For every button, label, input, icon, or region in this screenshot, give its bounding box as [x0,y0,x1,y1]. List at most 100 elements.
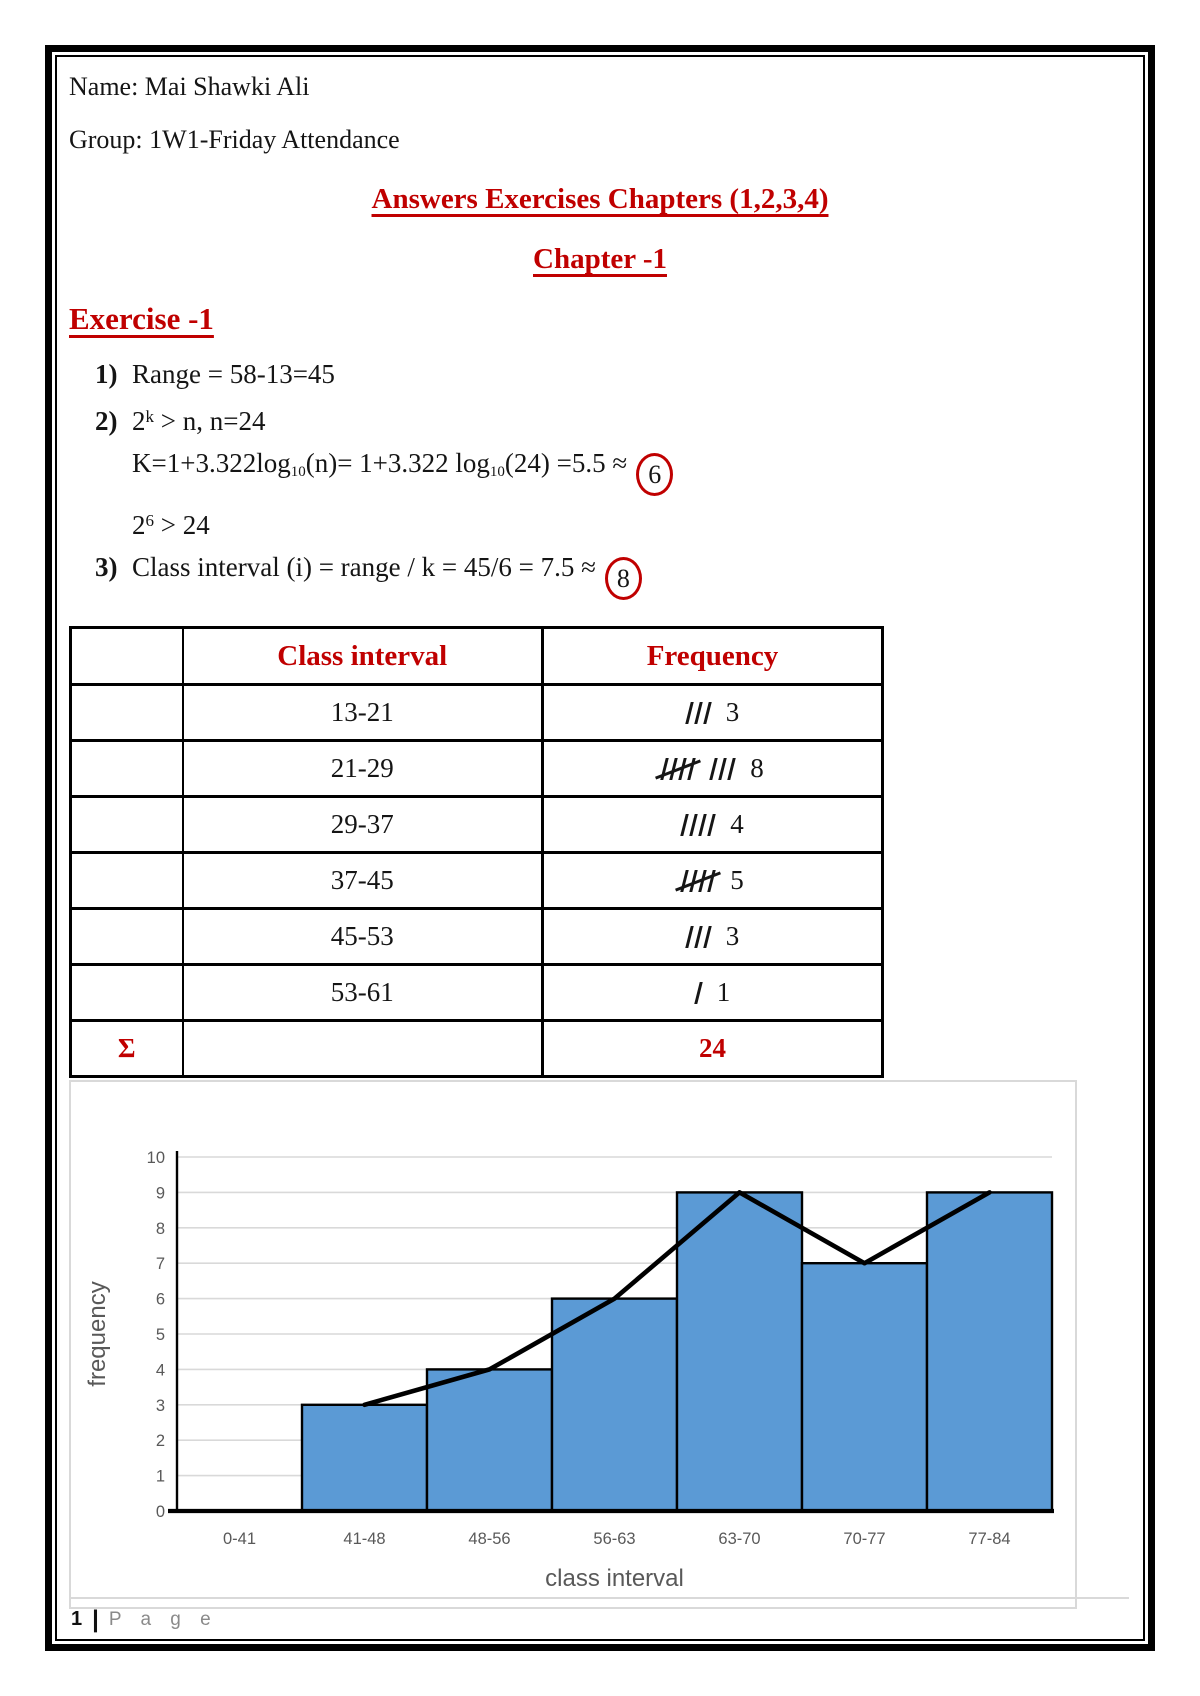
tally-stroke [689,869,698,892]
row-blank-cell [69,851,184,910]
circled-answer-interval: 8 [604,557,642,600]
tally-group [685,701,712,724]
tally-stroke [680,813,689,836]
row-blank-cell [69,963,184,1022]
chart-bar [675,1191,804,1513]
tally-marks: 3 [544,921,881,952]
table-row: 45-53 3 [69,907,884,966]
tally-stroke [694,981,703,1004]
tally-stroke [687,757,696,780]
class-interval-cell: 29-37 [181,795,544,854]
tally-stroke [707,869,716,892]
table-row: 53-61 1 [69,963,884,1022]
footer-separator: | [92,1605,99,1633]
solution-item-2-k-line: K=1+3.322log10(n)= 1+3.322 log10(24) =5.… [132,446,1131,496]
frequency-cell: 4 [541,795,884,854]
y-tick-label: 6 [156,1291,165,1309]
row-blank-cell [69,683,184,742]
tally-group-of-five [660,757,696,780]
tally-stroke [694,701,703,724]
chapter-heading: Chapter -1 [533,243,667,275]
page-content: Name: Mai Shawki Ali Group: 1W1-Friday A… [57,57,1143,1639]
y-tick-label: 8 [156,1220,165,1238]
class-interval-cell: 37-45 [181,851,544,910]
footer-divider-rule [71,1597,1129,1599]
x-axis-title: class interval [545,1565,684,1592]
item-text: 26 > 24 [132,510,210,540]
x-tick-label: 56-63 [593,1530,635,1548]
chart-bar [300,1403,429,1513]
freq-table-body: 13-21 3 21-29 8 29-37 4 37-45 5 45-53 3 53-61 1 [69,683,884,1022]
document-title: Answers Exercises Chapters (1,2,3,4) [371,183,829,215]
circled-answer-k: 6 [636,453,674,496]
tally-stroke [694,925,703,948]
page-inner-frame: Name: Mai Shawki Ali Group: 1W1-Friday A… [55,55,1145,1641]
x-tick-label: 0-41 [223,1530,256,1548]
tally-stroke [680,869,689,892]
tally-stroke [709,757,718,780]
footer-text: 1 | P a g e [71,1605,1129,1633]
table-row: 13-21 3 [69,683,884,742]
class-interval-cell: 21-29 [181,739,544,798]
chart-line [362,1190,992,1408]
table-row: 21-29 8 [69,739,884,798]
tally-stroke [707,813,716,836]
y-tick-label: 4 [156,1361,165,1379]
item-text: K=1+3.322log10(n)= 1+3.322 log10(24) =5.… [132,448,628,480]
tally-stroke [703,925,712,948]
class-interval-cell: 45-53 [181,907,544,966]
item-text: Class interval (i) = range / k = 45/6 = … [132,552,596,582]
table-header-row: Class interval Frequency [69,626,884,686]
tally-stroke [685,701,694,724]
frequency-cell: 8 [541,739,884,798]
tally-marks: 3 [544,697,881,728]
frequency-table: Class interval Frequency 13-21 3 21-29 8 29-… [69,626,884,1078]
chart-bar [925,1191,1054,1513]
x-tick-label: 70-77 [843,1530,885,1548]
tally-marks: 4 [544,809,881,840]
tally-stroke [669,757,678,780]
tally-stroke [685,925,694,948]
table-row: 37-45 5 [69,851,884,910]
tally-marks: 5 [544,865,881,896]
frequency-cell: 3 [541,683,884,742]
solution-list: 1) Range = 58-13=45 2) 2k > n, n=24 K=1+3.… [95,357,1131,600]
y-tick-label: 0 [156,1503,165,1521]
frequency-cell: 3 [541,907,884,966]
class-interval-cell: 13-21 [181,683,544,742]
tally-marks: 8 [544,753,881,784]
y-tick-label: 7 [156,1255,165,1273]
table-sum-row: Σ 24 [69,1019,884,1078]
row-blank-cell [69,907,184,966]
class-interval-cell: 53-61 [181,963,544,1022]
y-tick-label: 10 [147,1149,165,1167]
tally-stroke [689,813,698,836]
chart-bar [800,1261,929,1513]
y-axis-title: frequency [84,1281,111,1386]
footer-page-label: P a g e [108,1608,218,1630]
y-tick-label: 3 [156,1397,165,1415]
sum-total: 24 [541,1019,884,1078]
frequency-count: 1 [716,977,731,1007]
histogram-chart-panel: 0 1 2 3 4 5 6 7 8 9 10 0-41 41-48 48-56 56-63 63-70 70-7… [69,1080,1077,1609]
sum-symbol: Σ [69,1019,184,1078]
tally-stroke [660,757,669,780]
item-number: 1) [95,359,118,389]
group-line: Group: 1W1-Friday Attendance [69,125,400,154]
tally-group [709,757,736,780]
x-tick-label: 77-84 [968,1530,1010,1548]
x-tick-label: 41-48 [343,1530,385,1548]
frequency-count: 3 [725,697,740,727]
tally-group-of-five [680,869,716,892]
solution-item-3: 3) Class interval (i) = range / k = 45/6 … [95,550,1131,600]
chart-bar [550,1297,679,1513]
table-row: 29-37 4 [69,795,884,854]
page-footer: 1 | P a g e [71,1597,1129,1631]
tally-group [685,925,712,948]
item-number: 2) [95,406,118,436]
page-number: 1 [71,1608,83,1630]
page-border-frame: Name: Mai Shawki Ali Group: 1W1-Friday A… [45,45,1155,1651]
frequency-count: 3 [725,921,740,951]
frequency-count: 4 [730,809,744,839]
x-tick-label: 48-56 [468,1530,510,1548]
